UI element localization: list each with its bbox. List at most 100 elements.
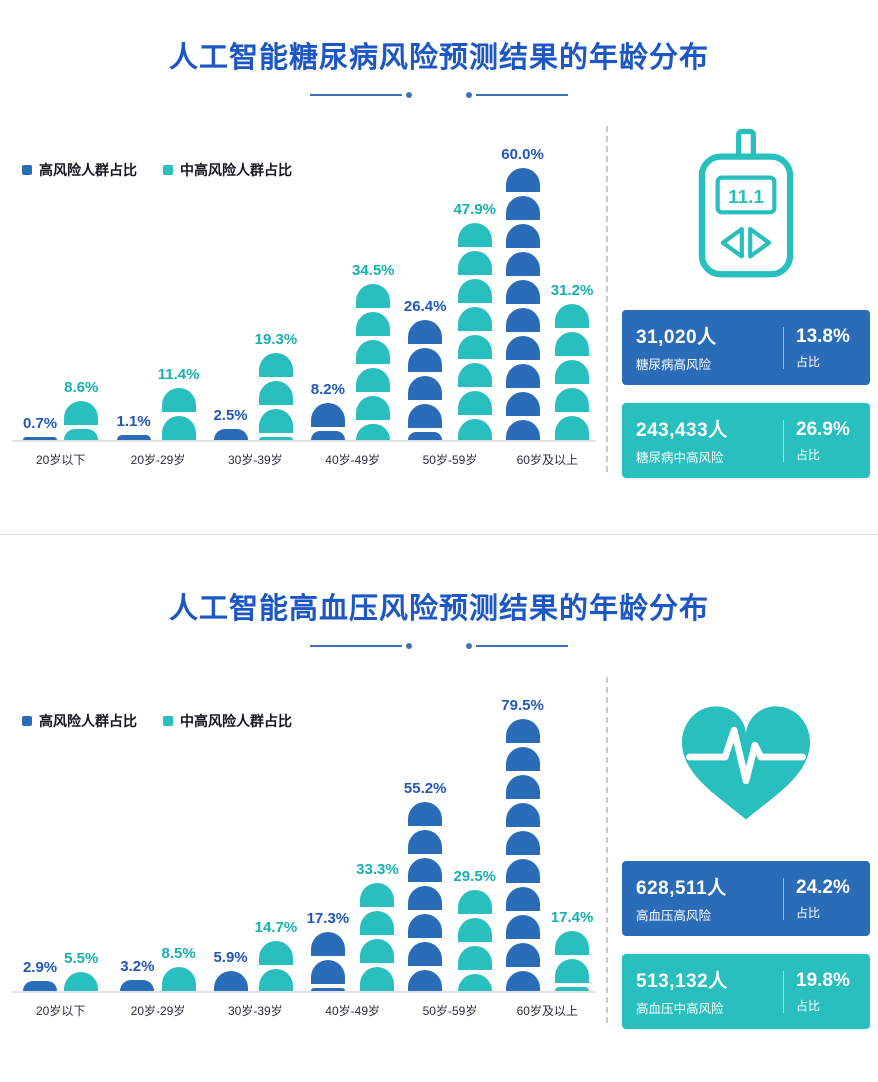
stat-divider	[783, 326, 784, 369]
stat-percent-label: 占比	[796, 447, 821, 462]
bar-segment	[408, 970, 443, 991]
deco-line	[476, 94, 568, 96]
category-label: 30岁-39岁	[227, 453, 283, 467]
bar-value-label: 8.6%	[64, 379, 99, 396]
bar	[505, 168, 540, 440]
deco-dot	[406, 643, 412, 649]
bar-segment	[310, 988, 345, 991]
bar-segment	[360, 911, 395, 935]
bar	[408, 802, 443, 991]
bar	[310, 403, 345, 440]
diabetes-side-panel: 11.1 31,020人 糖尿病高风险 13.8% 占比	[622, 120, 870, 478]
stat-right: 13.8% 占比	[796, 326, 856, 370]
bar-column: 17.4%	[550, 909, 594, 991]
bar-segment	[161, 388, 196, 412]
bar-segment	[408, 802, 443, 826]
deco-dot	[466, 92, 472, 98]
heart-ecg-icon	[681, 706, 811, 820]
bar-value-label: 79.5%	[501, 697, 544, 714]
bar-column: 2.9%	[23, 959, 57, 991]
bar-column: 47.9%	[453, 201, 496, 440]
hypertension-content-row: 高风险人群占比 中高风险人群占比 2.9% 5.5% 3.2% 8.5% 5.9% 14.…	[0, 671, 878, 1029]
bar-segment	[64, 401, 99, 425]
bar-value-label: 11.4%	[157, 366, 200, 383]
bar	[360, 883, 395, 991]
bar-segment	[258, 381, 293, 405]
bar	[555, 931, 590, 991]
bar-group: 60.0% 31.2%	[499, 146, 596, 440]
bar-column: 3.2%	[120, 958, 154, 991]
stat-count: 628,511人	[636, 878, 727, 899]
bar-segment	[360, 939, 395, 963]
diabetes-age-bar-chart: 0.7% 8.6% 1.1% 11.4% 2.5% 19.3% 8.2% 34.5% 26.4%…	[12, 126, 596, 468]
bar-segment	[505, 803, 540, 827]
bar-segment	[457, 419, 492, 440]
bar	[116, 435, 151, 440]
bar-value-label: 1.1%	[116, 413, 151, 430]
bar-segment	[360, 967, 395, 991]
deco-line	[310, 645, 402, 647]
legend: 高风险人群占比 中高风险人群占比	[22, 711, 292, 731]
bar-segment	[505, 420, 540, 440]
bar-segment	[555, 987, 590, 991]
bar-segment	[555, 304, 590, 328]
bar-segment	[23, 981, 58, 991]
bar-segment	[161, 967, 196, 991]
bar-segment	[505, 280, 540, 304]
bar	[555, 304, 590, 440]
deco-dot	[466, 643, 472, 649]
section-divider	[0, 534, 878, 535]
bar-value-label: 26.4%	[403, 298, 447, 315]
bar-segment	[457, 946, 492, 970]
bar-segment	[64, 429, 99, 440]
stat-desc: 高血压高风险	[636, 909, 712, 923]
bar-segment	[555, 931, 590, 955]
stat-divider	[783, 419, 784, 462]
bar-segment	[408, 348, 443, 372]
bar-group: 2.5% 19.3%	[207, 331, 304, 440]
bar-segment	[505, 859, 540, 883]
bar-segment	[457, 279, 492, 303]
stat-percent: 13.8%	[796, 325, 850, 347]
stat-percent-label: 占比	[796, 998, 821, 1013]
bar-segment	[505, 971, 540, 991]
bar-segment	[408, 886, 443, 910]
category-label: 20岁-29岁	[130, 1004, 186, 1018]
bar-segment	[310, 960, 345, 984]
bar	[258, 353, 293, 440]
bar-segment	[505, 719, 540, 743]
bar-segment	[356, 396, 391, 420]
bar-column: 11.4%	[157, 366, 200, 440]
title-underline-decoration	[0, 92, 878, 98]
legend-label-high-risk: 高风险人群占比	[39, 162, 137, 178]
bar-value-label: 2.9%	[22, 959, 58, 976]
bar-segment	[116, 435, 151, 440]
stat-percent: 19.8%	[796, 969, 850, 991]
bar-segment	[408, 404, 443, 428]
bar-column: 26.4%	[403, 298, 447, 440]
bar-segment	[457, 335, 492, 359]
bars-row: 0.7% 8.6% 1.1% 11.4% 2.5% 19.3% 8.2% 34.5% 26.4%…	[12, 126, 596, 442]
bar-segment	[505, 224, 540, 248]
bar-segment	[258, 941, 293, 965]
bar-column: 60.0%	[501, 146, 544, 440]
bar-segment	[505, 364, 540, 388]
bar-segment	[310, 403, 345, 427]
category-label: 50岁-59岁	[422, 453, 478, 467]
bar	[408, 320, 443, 440]
bar-column: 14.7%	[255, 919, 297, 991]
deco-dot	[406, 92, 412, 98]
bar-value-label: 17.4%	[550, 909, 594, 926]
title-underline-decoration	[0, 643, 878, 649]
bar	[161, 388, 196, 440]
category-label: 30岁-39岁	[227, 1004, 283, 1018]
glucose-meter-icon: 11.1	[622, 120, 870, 292]
bar-segment	[310, 932, 345, 956]
bar	[64, 972, 99, 991]
deco-line	[476, 645, 568, 647]
bar-segment	[457, 363, 492, 387]
bar-segment	[457, 890, 492, 914]
bar-segment	[505, 392, 540, 416]
diabetes-content-row: 高风险人群占比 中高风险人群占比 0.7% 8.6% 1.1% 11.4% 2.5% 19…	[0, 120, 878, 478]
stat-percent: 24.2%	[796, 876, 850, 898]
